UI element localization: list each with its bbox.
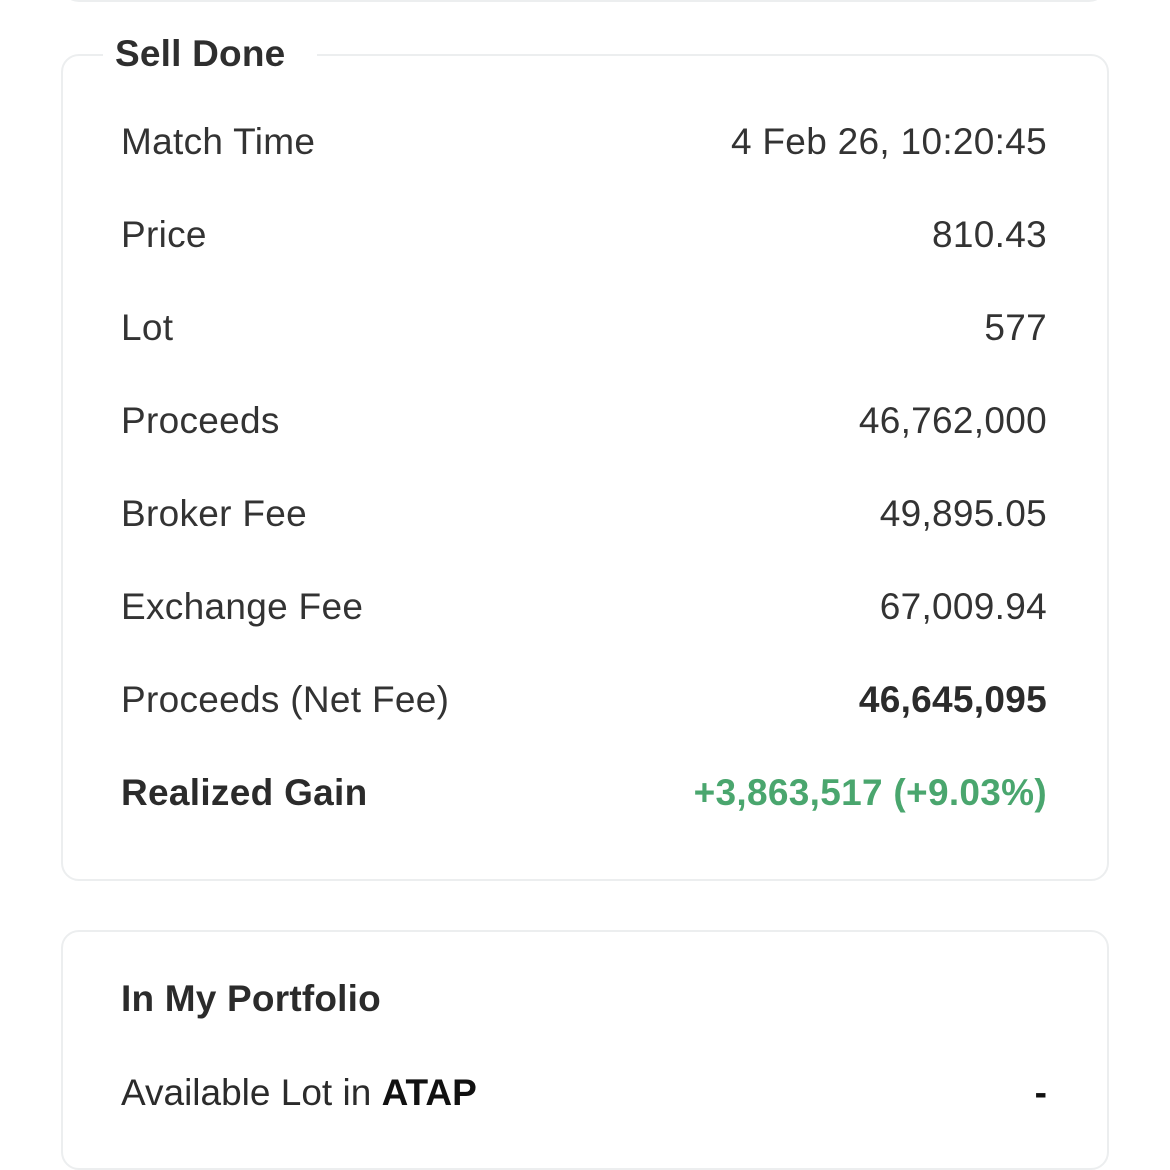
broker-fee-row: Broker Fee 49,895.05 — [121, 489, 1047, 539]
net-proceeds-label: Proceeds (Net Fee) — [121, 679, 450, 720]
proceeds-row: Proceeds 46,762,000 — [121, 396, 1047, 446]
proceeds-label: Proceeds — [121, 400, 280, 441]
portfolio-title: In My Portfolio — [121, 978, 381, 1019]
sell-done-card: Sell Done Match Time 4 Feb 26, 10:20:45 … — [61, 32, 1109, 881]
previous-card-edge — [61, 0, 1107, 2]
broker-fee-value: 49,895.05 — [879, 493, 1047, 534]
match-time-value: 4 Feb 26, 10:20:45 — [730, 121, 1047, 162]
match-time-label: Match Time — [121, 121, 316, 162]
match-time-row: Match Time 4 Feb 26, 10:20:45 — [121, 117, 1047, 167]
available-lot-prefix: Available Lot in — [121, 1072, 382, 1113]
available-lot-row: Available Lot in ATAP - — [121, 1068, 1047, 1118]
price-row: Price 810.43 — [121, 210, 1047, 260]
proceeds-value: 46,762,000 — [858, 400, 1047, 441]
broker-fee-label: Broker Fee — [121, 493, 308, 534]
exchange-fee-label: Exchange Fee — [121, 586, 364, 627]
portfolio-card: In My Portfolio Available Lot in ATAP - — [61, 930, 1109, 1170]
available-lot-value: - — [1034, 1072, 1047, 1113]
ticker-symbol: ATAP — [381, 1072, 477, 1113]
realized-gain-row: Realized Gain +3,863,517 (+9.03%) — [121, 768, 1047, 818]
net-proceeds-row: Proceeds (Net Fee) 46,645,095 — [121, 675, 1047, 725]
net-proceeds-value: 46,645,095 — [858, 679, 1047, 720]
lot-row: Lot 577 — [121, 303, 1047, 353]
realized-gain-label: Realized Gain — [121, 772, 368, 813]
available-lot-label: Available Lot in ATAP — [121, 1072, 477, 1114]
realized-gain-value: +3,863,517 (+9.03%) — [693, 772, 1047, 813]
lot-label: Lot — [121, 307, 174, 348]
price-value: 810.43 — [932, 214, 1047, 255]
sell-done-title: Sell Done — [103, 32, 318, 76]
exchange-fee-row: Exchange Fee 67,009.94 — [121, 582, 1047, 632]
exchange-fee-value: 67,009.94 — [879, 586, 1047, 627]
lot-value: 577 — [984, 307, 1047, 348]
price-label: Price — [121, 214, 207, 255]
